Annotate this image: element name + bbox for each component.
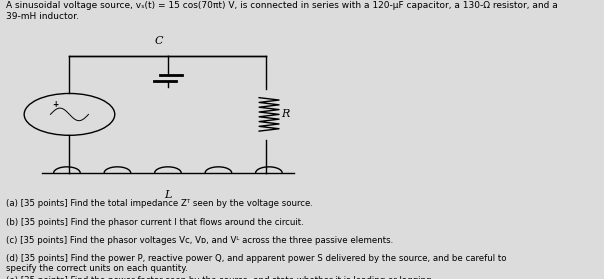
Text: R: R (281, 109, 289, 119)
Text: A sinusoidal voltage source, vₛ(t) = 15 cos(70πt) V, is connected in series with: A sinusoidal voltage source, vₛ(t) = 15 … (6, 1, 557, 21)
Text: (c) [35 points] Find the phasor voltages Vᴄ, Vᴅ, and Vᴸ across the three passive: (c) [35 points] Find the phasor voltages… (6, 236, 393, 245)
Text: L: L (164, 190, 172, 200)
Text: (b) [35 points] Find the phasor current I that flows around the circuit.: (b) [35 points] Find the phasor current … (6, 218, 304, 227)
Text: +: + (53, 100, 59, 109)
Text: (a) [35 points] Find the total impedance Zᵀ seen by the voltage source.: (a) [35 points] Find the total impedance… (6, 199, 313, 208)
Text: C: C (155, 36, 163, 46)
Text: (e) [35 points] Find the power factor seen by the source, and state whether it i: (e) [35 points] Find the power factor se… (6, 276, 434, 279)
Text: (d) [35 points] Find the power P, reactive power Q, and apparent power S deliver: (d) [35 points] Find the power P, reacti… (6, 254, 507, 273)
